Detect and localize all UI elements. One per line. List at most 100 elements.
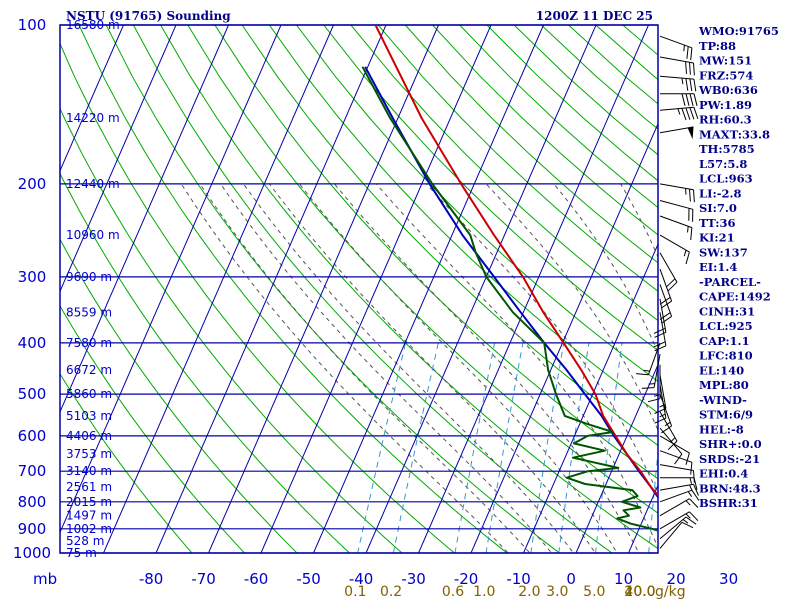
moist-adiabat: [220, 183, 553, 553]
dry-adiabat: [60, 238, 298, 553]
mixing-ratio-label: 0.2: [380, 584, 402, 600]
wind-barb: [659, 75, 697, 92]
mixing-ratio-label: 40.0: [624, 584, 655, 600]
stat-line: SHR+:0.0: [699, 437, 762, 451]
dry-adiabat: [105, 25, 561, 553]
wind-barb: [659, 106, 699, 121]
height-label: 12440 m: [66, 177, 120, 191]
isotherm: [155, 25, 387, 553]
stats-panel: WMO:91765TP:88MW:151FRZ:574WB0:636PW:1.8…: [698, 24, 779, 510]
height-label: 5860 m: [66, 387, 112, 401]
stat-line: STM:6/9: [699, 408, 753, 422]
height-label: 528 m: [66, 534, 104, 548]
stat-line: SW:137: [699, 245, 748, 259]
temperature-trace: [374, 25, 658, 497]
moist-adiabat: [243, 183, 575, 553]
stat-line: L57:5.8: [699, 157, 747, 171]
wind-barb: [659, 521, 694, 549]
stat-line: BRN:48.3: [699, 481, 761, 495]
isotherm: [786, 25, 800, 553]
wind-barb: [659, 464, 695, 483]
stat-line: MPL:80: [699, 378, 749, 392]
height-label: 3140 m: [66, 464, 112, 478]
temp-tick-label: -50: [296, 570, 321, 588]
stat-line: CAPE:1492: [699, 290, 771, 304]
wind-barb: [659, 268, 673, 309]
wind-barb: [653, 298, 667, 338]
dry-adiabat: [296, 25, 658, 382]
wind-barb: [659, 489, 700, 503]
isotherm: [523, 242, 658, 553]
wind-barb: [659, 252, 678, 292]
stat-line: CAP:1.1: [699, 334, 750, 348]
mixing-ratio-line: [454, 342, 496, 553]
height-label: 2561 m: [66, 480, 112, 494]
moist-adiabat: [375, 183, 658, 549]
station-title: NSTU (91765) Sounding: [66, 9, 231, 23]
dry-adiabat: [60, 42, 456, 553]
wind-barb: [659, 56, 695, 76]
stat-line: RH:60.3: [699, 113, 752, 127]
sounding-time: 1200Z 11 DEC 25: [536, 9, 653, 23]
dry-adiabat: [78, 25, 508, 553]
pressure-tick-label: 900: [18, 520, 47, 538]
dry-adiabat: [60, 372, 193, 553]
isotherm: [418, 25, 649, 553]
stat-line: SI:7.0: [699, 201, 737, 215]
height-label: 5103 m: [66, 409, 112, 423]
wind-barb: [659, 483, 699, 496]
dry-adiabat: [350, 25, 658, 322]
height-label: 1002 m: [66, 522, 112, 536]
temp-tick-label: -10: [506, 570, 531, 588]
mixing-ratio-label: 3.0: [546, 584, 568, 600]
wind-barb: [659, 511, 699, 530]
isotherm: [60, 25, 177, 293]
mixing-ratio-label: 5.0: [583, 584, 605, 600]
mixing-ratio-line: [558, 342, 590, 553]
height-label: 10960 m: [66, 228, 120, 242]
mixing-ratio-unit: g/kg: [655, 584, 686, 600]
height-label: 7580 m: [66, 336, 112, 350]
pressure-tick-label: 300: [18, 268, 47, 286]
stat-line: WB0:636: [698, 83, 758, 97]
isotherm: [60, 25, 124, 173]
moist-adiabat: [334, 183, 640, 553]
isotherm: [313, 25, 544, 553]
wind-barb: [659, 200, 694, 222]
mixing-ratio-label: 0.6: [442, 584, 464, 600]
stat-line: TH:5785: [699, 142, 755, 156]
stat-line: -WIND-: [699, 393, 747, 407]
wind-barb: [660, 93, 698, 106]
stat-line: LCL:963: [699, 172, 753, 186]
stat-line: EI:1.4: [699, 260, 737, 274]
stat-line: FRZ:574: [699, 68, 753, 82]
isotherm: [208, 25, 439, 553]
wind-barb: [659, 35, 693, 61]
stat-line: EL:140: [699, 363, 744, 377]
wind-barb: [641, 354, 661, 389]
mixing-ratio-label: 10.0: [624, 584, 655, 600]
height-label: 2015 m: [66, 495, 112, 509]
pressure-tick-label: 100: [18, 16, 47, 34]
height-label: 4406 m: [66, 429, 112, 443]
isotherm: [260, 25, 492, 553]
dry-adiabat: [60, 107, 403, 553]
wind-barb: [653, 312, 667, 352]
stat-line: EHI:0.4: [699, 467, 748, 481]
pressure-tick-label: 400: [18, 334, 47, 352]
wind-barb: [659, 284, 673, 324]
stat-line: LCL:925: [699, 319, 753, 333]
wind-barb: [659, 427, 683, 465]
mixing-ratio-line: [392, 342, 439, 553]
wind-barb: [659, 234, 690, 265]
height-label: 6672 m: [66, 363, 112, 377]
temp-tick-label: -30: [401, 570, 426, 588]
temp-tick-label: 30: [719, 570, 738, 588]
wind-barb: [659, 435, 690, 465]
pressure-tick-label: 500: [18, 385, 47, 403]
temp-tick-label: 10: [614, 570, 633, 588]
moist-adiabat: [180, 183, 509, 553]
mixing-ratio-line: [485, 342, 524, 553]
wind-barb: [659, 498, 699, 517]
